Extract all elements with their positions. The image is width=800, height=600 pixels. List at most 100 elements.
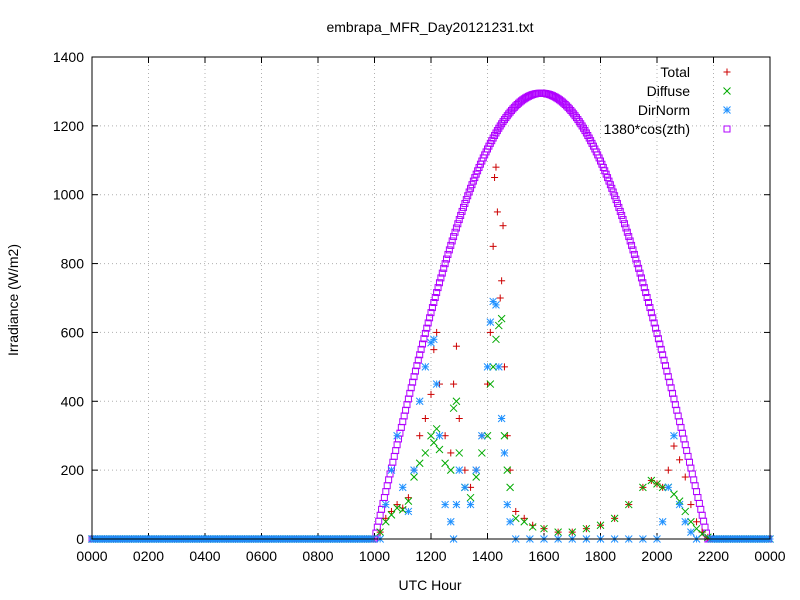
dirnorm-marker bbox=[466, 500, 475, 509]
total-marker bbox=[486, 328, 494, 336]
diffuse-marker bbox=[486, 380, 495, 388]
total-marker bbox=[491, 174, 499, 181]
cos-zth-marker bbox=[630, 250, 638, 258]
dirnorm-marker bbox=[472, 466, 481, 474]
cos-zth-marker bbox=[450, 233, 458, 241]
cos-zth-marker bbox=[445, 246, 453, 254]
cos-zth-marker bbox=[659, 351, 667, 359]
diffuse-marker bbox=[596, 521, 605, 530]
cos-zth-marker bbox=[618, 211, 626, 219]
cos-zth-marker bbox=[461, 199, 469, 207]
cos-zth-marker bbox=[623, 228, 631, 236]
total-marker bbox=[498, 277, 506, 285]
cos-zth-marker bbox=[632, 255, 640, 263]
total-marker bbox=[520, 514, 528, 522]
dirnorm-marker bbox=[429, 335, 438, 344]
total-marker bbox=[452, 342, 460, 350]
cos-zth-marker bbox=[621, 220, 629, 228]
cos-zth-marker bbox=[434, 284, 442, 292]
diffuse-marker bbox=[554, 528, 562, 536]
cos-zth-marker bbox=[652, 324, 660, 332]
cos-zth-marker bbox=[428, 304, 436, 312]
dirnorm-marker bbox=[441, 500, 449, 509]
dirnorm-marker bbox=[398, 483, 407, 492]
cos-zth-marker bbox=[606, 181, 614, 189]
diffuse-marker bbox=[639, 483, 647, 492]
diffuse-marker bbox=[653, 480, 661, 488]
total-marker bbox=[421, 415, 429, 422]
cos-zth-marker bbox=[465, 188, 473, 196]
diffuse-marker bbox=[381, 517, 390, 526]
x-tick-label: 1200 bbox=[415, 548, 446, 564]
cos-zth-marker bbox=[640, 284, 648, 292]
cos-zth-marker bbox=[458, 207, 466, 215]
dirnorm-marker bbox=[446, 517, 455, 526]
total-marker bbox=[455, 415, 463, 422]
cos-zth-marker bbox=[440, 264, 448, 272]
y-tick-label: 1400 bbox=[53, 49, 84, 65]
cos-zth-marker bbox=[421, 329, 429, 337]
plot-frame bbox=[91, 56, 771, 540]
cos-zth-marker bbox=[612, 196, 620, 204]
total-marker bbox=[450, 380, 458, 388]
cos-zth-marker bbox=[423, 324, 431, 332]
y-tick-label: 600 bbox=[61, 324, 85, 340]
cos-zth-marker bbox=[464, 192, 472, 200]
cos-zth-marker bbox=[451, 228, 459, 236]
dirnorm-marker bbox=[492, 301, 500, 309]
x-tick-label: 0200 bbox=[133, 548, 164, 564]
dirnorm-marker bbox=[681, 517, 690, 526]
legend-marker bbox=[723, 68, 731, 76]
diffuse-marker bbox=[466, 493, 475, 502]
diffuse-marker bbox=[483, 431, 492, 440]
cos-zth-marker bbox=[611, 192, 619, 200]
dirnorm-marker bbox=[497, 414, 506, 423]
total-marker bbox=[427, 390, 435, 398]
legend-label: DirNorm bbox=[638, 102, 690, 118]
cos-zth-marker bbox=[639, 279, 647, 287]
diffuse-marker bbox=[647, 476, 656, 485]
cos-zth-marker bbox=[661, 362, 669, 370]
diffuse-marker bbox=[393, 504, 401, 512]
cos-zth-marker bbox=[604, 174, 612, 182]
dirnorm-marker bbox=[664, 483, 673, 492]
cos-zth-marker bbox=[626, 237, 634, 245]
total-marker bbox=[664, 466, 672, 474]
cos-zth-marker bbox=[605, 177, 613, 185]
diffuse-marker bbox=[452, 397, 461, 406]
cos-zth-marker bbox=[636, 269, 644, 277]
cos-zth-marker bbox=[452, 224, 460, 232]
dirnorm-marker bbox=[393, 431, 401, 440]
legend-marker bbox=[723, 125, 731, 133]
dirnorm-marker bbox=[432, 380, 441, 388]
cos-zth-marker bbox=[455, 216, 463, 224]
x-axis-label: UTC Hour bbox=[398, 577, 461, 593]
dirnorm-marker bbox=[435, 431, 444, 440]
diffuse-marker bbox=[500, 431, 509, 440]
cos-zth-marker bbox=[656, 340, 664, 348]
total-marker bbox=[512, 507, 520, 515]
cos-zth-marker bbox=[657, 345, 665, 353]
x-tick-label: 1800 bbox=[585, 548, 616, 564]
total-marker bbox=[430, 346, 438, 354]
total-marker bbox=[493, 208, 501, 216]
total-marker bbox=[496, 294, 504, 302]
total-marker bbox=[681, 473, 689, 481]
cos-zth-marker bbox=[654, 335, 662, 343]
cos-zth-marker bbox=[625, 233, 633, 241]
diffuse-marker bbox=[435, 445, 444, 454]
grid bbox=[92, 57, 770, 539]
diffuse-marker bbox=[427, 431, 435, 440]
cos-zth-marker bbox=[444, 250, 452, 258]
diffuse-marker bbox=[540, 524, 548, 533]
legend-marker bbox=[723, 106, 731, 114]
x-axis-ticks: 0000 0200 0400 0600 0800 1000 1200 1400 1600 1800… bbox=[76, 57, 786, 564]
legend-label: Total bbox=[660, 64, 690, 80]
total-marker bbox=[393, 501, 401, 509]
diffuse-marker bbox=[568, 528, 577, 536]
x-tick-label: 1400 bbox=[472, 548, 503, 564]
dirnorm-marker bbox=[387, 466, 396, 474]
dirnorm-marker bbox=[670, 431, 678, 440]
diffuse-marker bbox=[528, 523, 537, 531]
